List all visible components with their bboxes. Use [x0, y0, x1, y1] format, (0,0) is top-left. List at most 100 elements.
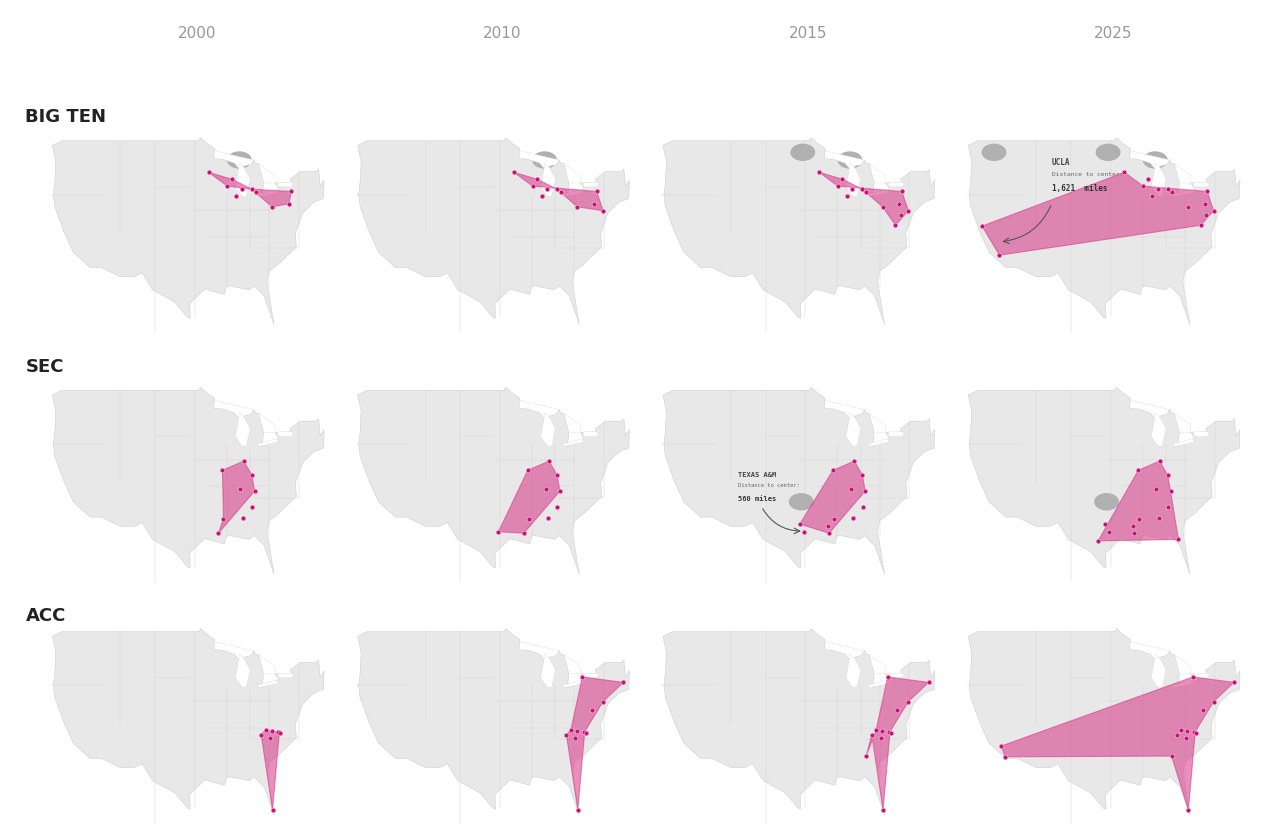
Circle shape	[982, 144, 1006, 161]
Text: 2015: 2015	[789, 26, 827, 41]
Polygon shape	[566, 677, 623, 810]
Polygon shape	[52, 138, 324, 324]
Polygon shape	[219, 461, 254, 533]
Polygon shape	[968, 629, 1240, 815]
Text: ACC: ACC	[25, 607, 66, 626]
Polygon shape	[357, 388, 630, 574]
Polygon shape	[209, 172, 291, 207]
Polygon shape	[519, 400, 561, 418]
Text: TEXAS A&M: TEXAS A&M	[738, 473, 776, 478]
Polygon shape	[357, 138, 630, 324]
Polygon shape	[52, 629, 324, 815]
Circle shape	[838, 152, 861, 168]
Circle shape	[791, 144, 814, 161]
Polygon shape	[1151, 413, 1166, 447]
Polygon shape	[1194, 432, 1210, 437]
Polygon shape	[214, 641, 256, 659]
Polygon shape	[258, 164, 275, 183]
Polygon shape	[846, 163, 861, 197]
Polygon shape	[257, 189, 279, 197]
Polygon shape	[514, 172, 603, 210]
Polygon shape	[499, 461, 560, 533]
Polygon shape	[1098, 461, 1178, 541]
Polygon shape	[214, 151, 256, 168]
Polygon shape	[868, 438, 889, 447]
Polygon shape	[1194, 673, 1210, 678]
Polygon shape	[663, 629, 935, 815]
Polygon shape	[563, 164, 580, 183]
Polygon shape	[261, 730, 280, 810]
Polygon shape	[279, 432, 294, 437]
Text: 1,621  miles: 1,621 miles	[1052, 185, 1108, 193]
Polygon shape	[869, 414, 885, 433]
Polygon shape	[824, 400, 866, 418]
Text: 560 miles: 560 miles	[738, 497, 776, 503]
Polygon shape	[584, 673, 599, 678]
Polygon shape	[663, 388, 935, 574]
Text: UCLA: UCLA	[1052, 158, 1071, 167]
Polygon shape	[868, 680, 889, 688]
Text: Distance to center:: Distance to center:	[1052, 172, 1123, 177]
Text: 2010: 2010	[483, 26, 522, 41]
Polygon shape	[1174, 164, 1191, 183]
Polygon shape	[1173, 438, 1194, 447]
Polygon shape	[869, 164, 885, 183]
Text: SEC: SEC	[25, 358, 64, 376]
Polygon shape	[562, 189, 584, 197]
Polygon shape	[541, 654, 556, 688]
Polygon shape	[800, 461, 865, 533]
Polygon shape	[868, 189, 889, 197]
Polygon shape	[889, 432, 904, 437]
Polygon shape	[235, 413, 251, 447]
Polygon shape	[258, 655, 275, 674]
Polygon shape	[235, 163, 251, 197]
Polygon shape	[214, 400, 256, 418]
Polygon shape	[1173, 189, 1194, 197]
Polygon shape	[519, 151, 561, 168]
Polygon shape	[562, 680, 584, 688]
Circle shape	[1144, 152, 1166, 168]
Polygon shape	[258, 414, 275, 433]
Polygon shape	[584, 182, 599, 187]
Polygon shape	[1174, 655, 1191, 674]
Polygon shape	[1130, 151, 1172, 168]
Circle shape	[790, 493, 813, 510]
Polygon shape	[846, 413, 861, 447]
Polygon shape	[1130, 400, 1172, 418]
Polygon shape	[563, 414, 580, 433]
Polygon shape	[562, 438, 584, 447]
Polygon shape	[982, 172, 1213, 255]
Polygon shape	[968, 138, 1240, 324]
Circle shape	[1096, 144, 1119, 161]
Polygon shape	[257, 438, 279, 447]
Polygon shape	[1151, 654, 1166, 688]
Polygon shape	[541, 163, 556, 197]
Polygon shape	[968, 388, 1240, 574]
Polygon shape	[541, 413, 556, 447]
Text: Distance to center:: Distance to center:	[738, 483, 800, 488]
Polygon shape	[52, 388, 324, 574]
Polygon shape	[279, 673, 294, 678]
Circle shape	[228, 152, 251, 168]
Polygon shape	[824, 641, 866, 659]
Polygon shape	[235, 654, 251, 688]
Polygon shape	[889, 182, 904, 187]
Polygon shape	[1151, 163, 1166, 197]
Text: BIG TEN: BIG TEN	[25, 108, 107, 126]
Polygon shape	[257, 680, 279, 688]
Polygon shape	[866, 677, 929, 810]
Polygon shape	[824, 151, 866, 168]
Polygon shape	[563, 655, 580, 674]
Polygon shape	[584, 432, 599, 437]
Polygon shape	[279, 182, 294, 187]
Polygon shape	[519, 641, 561, 659]
Circle shape	[533, 152, 556, 168]
Text: 2000: 2000	[178, 26, 216, 41]
Circle shape	[1095, 493, 1118, 510]
Polygon shape	[357, 629, 630, 815]
Polygon shape	[1174, 414, 1191, 433]
Polygon shape	[889, 673, 904, 678]
Polygon shape	[1194, 182, 1210, 187]
Polygon shape	[663, 138, 935, 324]
Text: 2025: 2025	[1094, 26, 1132, 41]
